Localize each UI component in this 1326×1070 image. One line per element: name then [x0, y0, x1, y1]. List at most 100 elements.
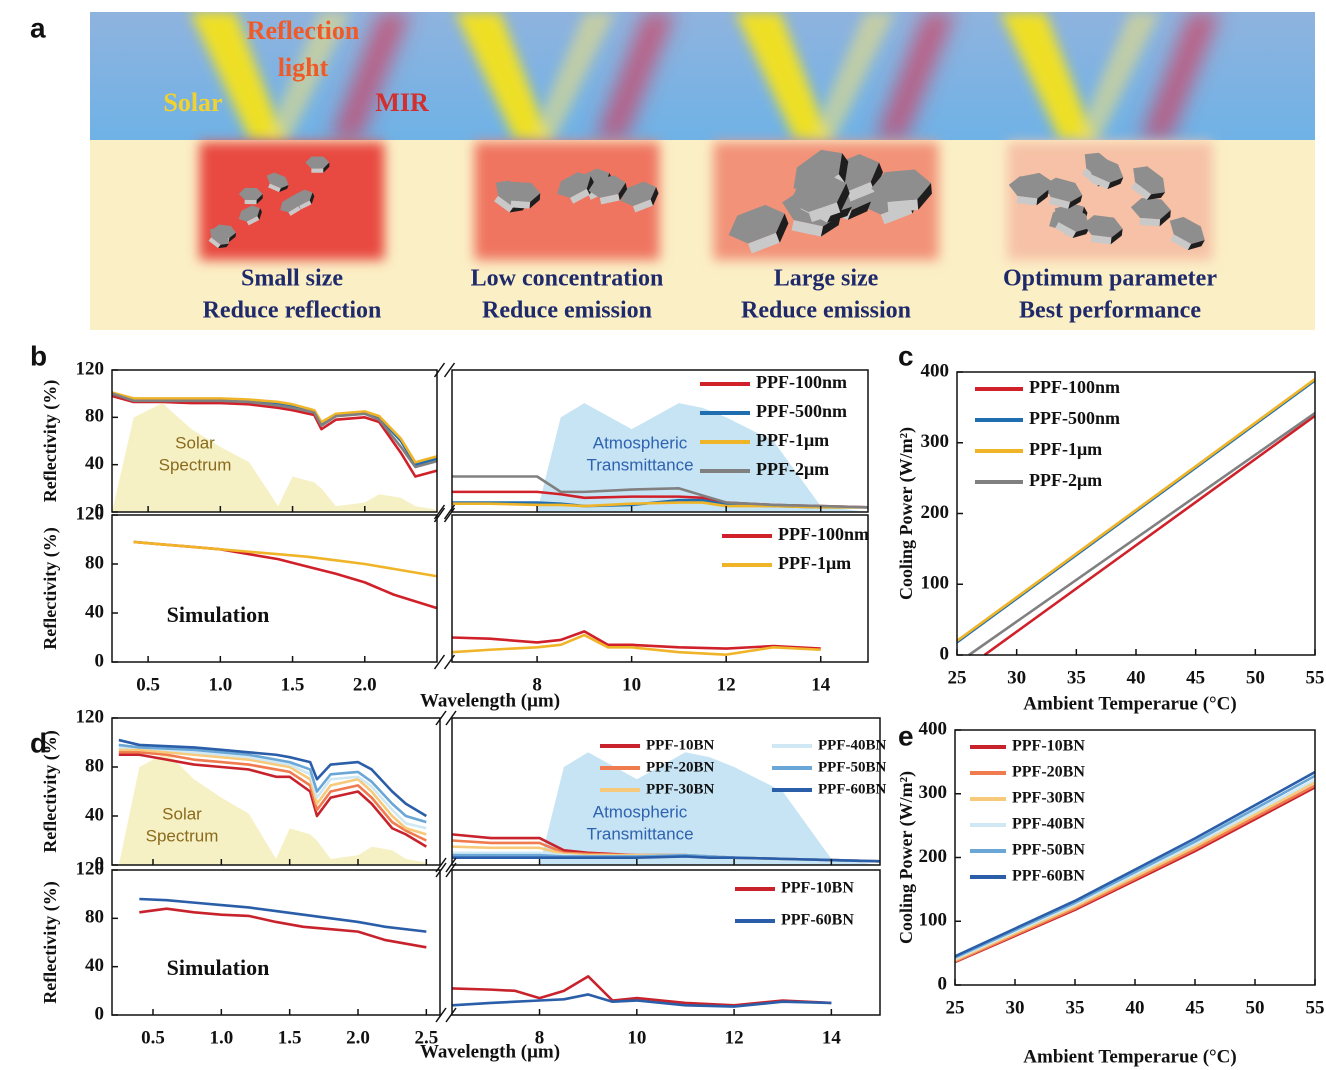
- series-line: [139, 899, 426, 932]
- x-tick-label: 55: [1306, 997, 1325, 1018]
- legend-label: PPF-1μm: [756, 430, 829, 450]
- y-tick-label: 0: [95, 650, 105, 671]
- y-tick-label: 0: [938, 973, 948, 994]
- y-tick-label: 40: [85, 601, 104, 622]
- x-tick-label: 1.5: [281, 674, 305, 695]
- series-line: [134, 542, 437, 608]
- plot-frame: [955, 730, 1315, 985]
- legend-label: PPF-500nm: [756, 401, 847, 421]
- particle-front: [1140, 218, 1160, 226]
- x-tick-label: 35: [1066, 997, 1085, 1018]
- x-tick-label: 0.5: [141, 1027, 165, 1048]
- x-tick-label: 40: [1127, 667, 1146, 688]
- annotation: Simulation: [167, 602, 270, 627]
- y-tick-label: 80: [85, 552, 104, 573]
- y-tick-label: 0: [95, 1003, 105, 1024]
- y-axis-label: Cooling Power (W/m²): [896, 771, 917, 944]
- legend-label: PPF-100nm: [778, 524, 869, 544]
- x-axis-label: Ambient Temperarue (°C): [1023, 693, 1236, 714]
- y-tick-label: 400: [919, 718, 948, 739]
- case-caption: Low concentration: [471, 266, 664, 292]
- series-line: [139, 909, 426, 948]
- figure: Small sizeReduce reflectionLow concentra…: [0, 0, 1326, 1070]
- legend-label: PPF-50BN: [818, 759, 886, 775]
- y-tick-label: 40: [85, 453, 104, 474]
- plots: SolarSpectrumAtmosphericTransmittancePPF…: [30, 340, 1325, 1067]
- x-tick-label: 2.0: [346, 1027, 370, 1048]
- legend-label: PPF-2μm: [756, 459, 829, 479]
- y-tick-label: 120: [76, 706, 105, 727]
- x-tick-label: 30: [1006, 997, 1025, 1018]
- x-tick-label: 25: [948, 667, 967, 688]
- legend-label: PPF-60BN: [818, 781, 886, 797]
- case-caption: Best performance: [1019, 298, 1201, 324]
- y-tick-label: 80: [85, 755, 104, 776]
- case-caption: Optimum parameter: [1003, 266, 1217, 292]
- legend-label: PPF-1μm: [1029, 439, 1102, 459]
- x-tick-label: 35: [1067, 667, 1086, 688]
- x-axis-label: Wavelength (μm): [420, 690, 560, 711]
- x-tick-label: 2.0: [353, 674, 377, 695]
- y-tick-label: 400: [921, 360, 950, 381]
- area-label: Atmospheric: [593, 433, 688, 452]
- series-line: [452, 631, 821, 648]
- y-tick-label: 80: [85, 907, 104, 928]
- panel-label: d: [30, 727, 47, 758]
- x-tick-label: 10: [627, 1027, 646, 1048]
- y-tick-label: 40: [85, 804, 104, 825]
- plot-frame: [957, 372, 1315, 655]
- panel-label: c: [898, 340, 914, 371]
- particle-front: [511, 201, 530, 209]
- y-tick-label: 80: [85, 406, 104, 427]
- y-tick-label: 200: [919, 846, 948, 867]
- area-label: Solar: [175, 433, 215, 452]
- series-line: [955, 772, 1315, 956]
- y-axis-label: Reflectivity (%): [40, 527, 61, 649]
- x-tick-label: 50: [1246, 667, 1265, 688]
- x-tick-label: 25: [946, 997, 965, 1018]
- plot-frame: [112, 870, 440, 1015]
- y-tick-label: 100: [921, 573, 950, 594]
- x-axis-label: Ambient Temperarue (°C): [1023, 1046, 1236, 1067]
- y-tick-label: 300: [921, 431, 950, 452]
- legend-label: PPF-40BN: [818, 737, 886, 753]
- area-label: Atmospheric: [593, 802, 688, 821]
- annotation: Simulation: [167, 955, 270, 980]
- legend-label: PPF-100nm: [1029, 377, 1120, 397]
- legend-label: PPF-60BN: [1012, 868, 1085, 885]
- y-tick-label: 120: [76, 503, 105, 524]
- legend-label: PPF-10BN: [646, 737, 714, 753]
- beam-label: MIR: [375, 88, 429, 117]
- y-axis-label: Reflectivity (%): [40, 881, 61, 1003]
- legend-label: PPF-10BN: [781, 880, 854, 897]
- particle-front: [245, 200, 257, 204]
- beam-label: light: [278, 53, 329, 82]
- legend-label: PPF-10BN: [1012, 738, 1085, 755]
- y-tick-label: 0: [940, 643, 950, 664]
- x-tick-label: 45: [1186, 997, 1205, 1018]
- series-line: [134, 542, 437, 576]
- y-axis-label: Cooling Power (W/m²): [896, 427, 917, 600]
- x-tick-label: 50: [1246, 997, 1265, 1018]
- area-label: Solar: [162, 804, 202, 823]
- x-tick-label: 12: [717, 674, 736, 695]
- particle-front: [311, 169, 323, 173]
- panel-label: b: [30, 340, 47, 371]
- y-tick-label: 120: [76, 858, 105, 879]
- case-caption: Reduce emission: [741, 298, 911, 324]
- legend-label: PPF-50BN: [1012, 842, 1085, 859]
- x-axis-label: Wavelength (μm): [420, 1041, 560, 1062]
- legend-label: PPF-100nm: [756, 372, 847, 392]
- plot-frame: [112, 515, 437, 662]
- area-label: Spectrum: [159, 455, 232, 474]
- x-tick-label: 1.0: [208, 674, 232, 695]
- legend-label: PPF-500nm: [1029, 408, 1120, 428]
- case-caption: Small size: [241, 266, 343, 292]
- area-label: Spectrum: [146, 826, 219, 845]
- x-tick-label: 0.5: [136, 674, 160, 695]
- beam-label: Solar: [163, 88, 222, 117]
- x-tick-label: 40: [1126, 997, 1145, 1018]
- page: Small sizeReduce reflectionLow concentra…: [0, 0, 1326, 1070]
- legend-label: PPF-60BN: [781, 912, 854, 929]
- panel-label: e: [898, 720, 914, 751]
